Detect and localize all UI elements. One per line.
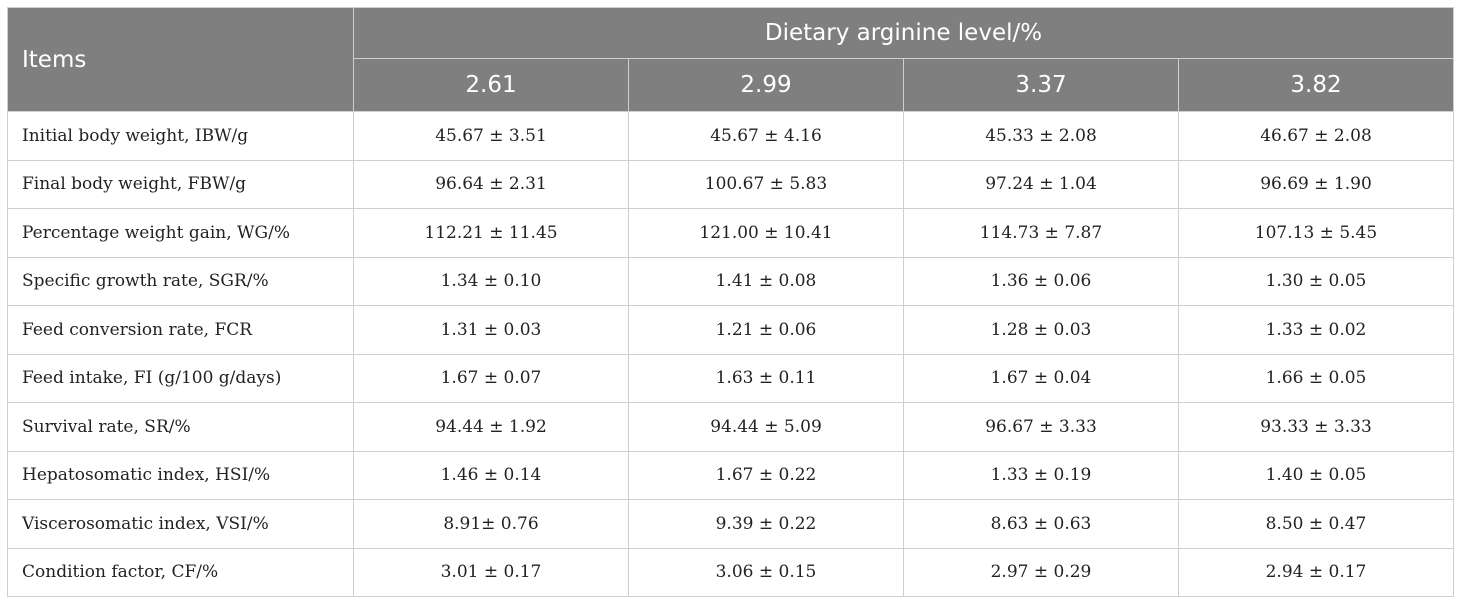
table-cell: 93.33 ± 3.33 (1178, 402, 1454, 452)
table-body: Initial body weight, IBW/g 45.67 ± 3.51 … (7, 111, 1454, 597)
level-header-1: 2.99 (628, 58, 904, 112)
table-cell: 9.39 ± 0.22 (628, 499, 904, 549)
arginine-level-group-header: Dietary arginine level/% (353, 6, 1454, 60)
row-label: Condition factor, CF/% (7, 547, 354, 597)
table-row: Specific growth rate, SGR/% 1.34 ± 0.10 … (7, 256, 1454, 306)
table-cell: 1.41 ± 0.08 (628, 256, 904, 306)
growth-performance-table: Items Dietary arginine level/% 2.61 2.99… (7, 6, 1454, 597)
table-row: Percentage weight gain, WG/% 112.21 ± 11… (7, 208, 1454, 258)
table-row: Viscerosomatic index, VSI/% 8.91± 0.76 9… (7, 499, 1454, 549)
table-row: Hepatosomatic index, HSI/% 1.46 ± 0.14 1… (7, 450, 1454, 500)
table-cell: 114.73 ± 7.87 (903, 208, 1179, 258)
table-cell: 45.67 ± 3.51 (353, 111, 629, 161)
row-label: Specific growth rate, SGR/% (7, 256, 354, 306)
table-cell: 3.06 ± 0.15 (628, 547, 904, 597)
table-cell: 1.36 ± 0.06 (903, 256, 1179, 306)
row-label: Feed conversion rate, FCR (7, 305, 354, 355)
level-header-3: 3.82 (1178, 58, 1454, 112)
table-cell: 96.67 ± 3.33 (903, 402, 1179, 452)
table-cell: 97.24 ± 1.04 (903, 159, 1179, 209)
row-label: Percentage weight gain, WG/% (7, 208, 354, 258)
table-row: Final body weight, FBW/g 96.64 ± 2.31 10… (7, 159, 1454, 209)
table-cell: 1.63 ± 0.11 (628, 353, 904, 403)
table-cell: 1.67 ± 0.04 (903, 353, 1179, 403)
table-cell: 1.30 ± 0.05 (1178, 256, 1454, 306)
row-label: Feed intake, FI (g/100 g/days) (7, 353, 354, 403)
table-cell: 96.69 ± 1.90 (1178, 159, 1454, 209)
table-row: Feed conversion rate, FCR 1.31 ± 0.03 1.… (7, 305, 1454, 355)
table-cell: 94.44 ± 5.09 (628, 402, 904, 452)
table-cell: 100.67 ± 5.83 (628, 159, 904, 209)
table-cell: 3.01 ± 0.17 (353, 547, 629, 597)
table-cell: 8.50 ± 0.47 (1178, 499, 1454, 549)
row-label: Survival rate, SR/% (7, 402, 354, 452)
table-cell: 46.67 ± 2.08 (1178, 111, 1454, 161)
table-cell: 112.21 ± 11.45 (353, 208, 629, 258)
table-cell: 8.91± 0.76 (353, 499, 629, 549)
table-cell: 1.31 ± 0.03 (353, 305, 629, 355)
table-cell: 107.13 ± 5.45 (1178, 208, 1454, 258)
header-row-group: Items Dietary arginine level/% (7, 6, 1454, 112)
table-cell: 2.94 ± 0.17 (1178, 547, 1454, 597)
table-cell: 1.33 ± 0.19 (903, 450, 1179, 500)
table-cell: 1.40 ± 0.05 (1178, 450, 1454, 500)
level-header-2: 3.37 (903, 58, 1179, 112)
header-row-levels: 2.61 2.99 3.37 3.82 (8, 58, 1454, 112)
table-cell: 45.67 ± 4.16 (628, 111, 904, 161)
table-cell: 1.34 ± 0.10 (353, 256, 629, 306)
data-table-container: Items Dietary arginine level/% 2.61 2.99… (7, 6, 1454, 597)
level-header-0: 2.61 (353, 58, 629, 112)
table-row: Initial body weight, IBW/g 45.67 ± 3.51 … (7, 111, 1454, 161)
table-cell: 1.33 ± 0.02 (1178, 305, 1454, 355)
table-cell: 8.63 ± 0.63 (903, 499, 1179, 549)
table-cell: 96.64 ± 2.31 (353, 159, 629, 209)
table-cell: 1.67 ± 0.07 (353, 353, 629, 403)
items-column-header: Items (7, 7, 354, 112)
table-header: Items Dietary arginine level/% 2.61 2.99… (7, 6, 1454, 112)
row-label: Initial body weight, IBW/g (7, 111, 354, 161)
table-cell: 1.67 ± 0.22 (628, 450, 904, 500)
table-cell: 121.00 ± 10.41 (628, 208, 904, 258)
table-cell: 1.66 ± 0.05 (1178, 353, 1454, 403)
row-label: Viscerosomatic index, VSI/% (7, 499, 354, 549)
table-cell: 1.46 ± 0.14 (353, 450, 629, 500)
row-label: Final body weight, FBW/g (7, 159, 354, 209)
table-cell: 94.44 ± 1.92 (353, 402, 629, 452)
row-label: Hepatosomatic index, HSI/% (7, 450, 354, 500)
table-row: Condition factor, CF/% 3.01 ± 0.17 3.06 … (7, 547, 1454, 597)
table-row: Feed intake, FI (g/100 g/days) 1.67 ± 0.… (7, 353, 1454, 403)
table-cell: 2.97 ± 0.29 (903, 547, 1179, 597)
table-cell: 1.28 ± 0.03 (903, 305, 1179, 355)
table-row: Survival rate, SR/% 94.44 ± 1.92 94.44 ±… (7, 402, 1454, 452)
table-cell: 1.21 ± 0.06 (628, 305, 904, 355)
table-cell: 45.33 ± 2.08 (903, 111, 1179, 161)
